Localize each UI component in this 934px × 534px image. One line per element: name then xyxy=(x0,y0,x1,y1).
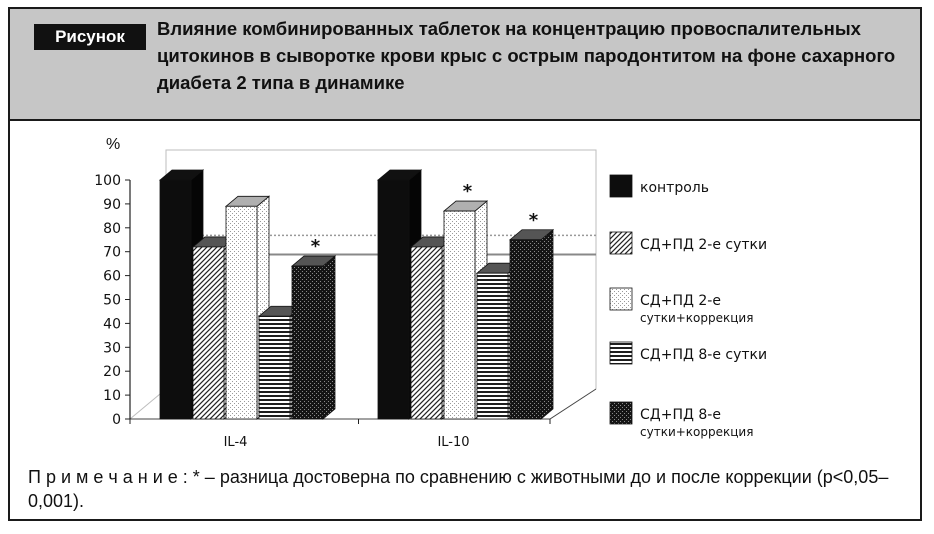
legend-label: сутки+коррекция xyxy=(640,425,753,439)
bar-front xyxy=(192,246,225,420)
figure-frame: Рисунок Влияние комбинированных таблеток… xyxy=(8,7,922,521)
y-tick-label: 100 xyxy=(94,173,121,189)
bar-side xyxy=(540,228,554,420)
cytokine-bar-chart: 0 10 20 30 40 50 60 70 80 90 100% * * * IL-4 IL-10 контр… xyxy=(94,136,767,450)
y-tick-label: 40 xyxy=(103,316,121,332)
bar-front xyxy=(159,179,192,420)
bar-front xyxy=(443,210,476,420)
x-category-label: IL-10 xyxy=(437,435,469,450)
bar-front xyxy=(509,239,542,420)
bar xyxy=(224,195,271,420)
figure-header: Рисунок Влияние комбинированных таблеток… xyxy=(10,9,920,121)
bar-side xyxy=(322,255,336,420)
legend-swatch xyxy=(609,341,633,365)
bar-front xyxy=(225,205,258,420)
legend-label: контроль xyxy=(640,180,709,196)
y-tick-label: 60 xyxy=(103,269,121,285)
y-tick-label: 10 xyxy=(103,388,121,404)
note-prefix: П р и м е ч а н и е : xyxy=(28,467,188,487)
legend-label: СД+ПД 2-е сутки xyxy=(640,237,767,253)
bar-front xyxy=(377,179,410,420)
x-category-label: IL-4 xyxy=(224,435,248,450)
legend-swatch xyxy=(609,174,633,198)
significance-star: * xyxy=(463,181,473,202)
y-tick-label: 0 xyxy=(112,412,121,428)
bar-front xyxy=(291,265,324,420)
legend-swatch xyxy=(609,287,633,311)
y-tick-label: 90 xyxy=(103,197,121,213)
bar xyxy=(508,228,555,420)
bar-front xyxy=(258,315,291,420)
figure-badge: Рисунок xyxy=(34,24,146,50)
legend-swatch xyxy=(609,401,633,425)
figure-note: П р и м е ч а н и е : * – разница достов… xyxy=(28,465,908,513)
legend-label: сутки+коррекция xyxy=(640,311,753,325)
note-text: * – разница достоверна по сравнению с жи… xyxy=(28,467,889,511)
y-axis-label: % xyxy=(106,136,120,153)
legend-label: СД+ПД 2-е xyxy=(640,293,721,309)
bar xyxy=(290,255,337,420)
bar-front xyxy=(410,246,443,420)
y-tick-label: 70 xyxy=(103,245,121,261)
y-tick-label: 20 xyxy=(103,364,121,380)
legend-label: СД+ПД 8-е xyxy=(640,407,721,423)
y-tick-label: 80 xyxy=(103,221,121,237)
figure-title: Влияние комбинированных таблеток на конц… xyxy=(157,18,896,93)
significance-star: * xyxy=(311,236,321,257)
bar-front xyxy=(476,272,509,420)
y-tick-label: 30 xyxy=(103,340,121,356)
legend-swatch xyxy=(609,231,633,255)
legend-label: СД+ПД 8-е сутки xyxy=(640,347,767,363)
significance-star: * xyxy=(529,210,539,231)
back-wall xyxy=(129,149,597,420)
y-tick-label: 50 xyxy=(103,293,121,309)
